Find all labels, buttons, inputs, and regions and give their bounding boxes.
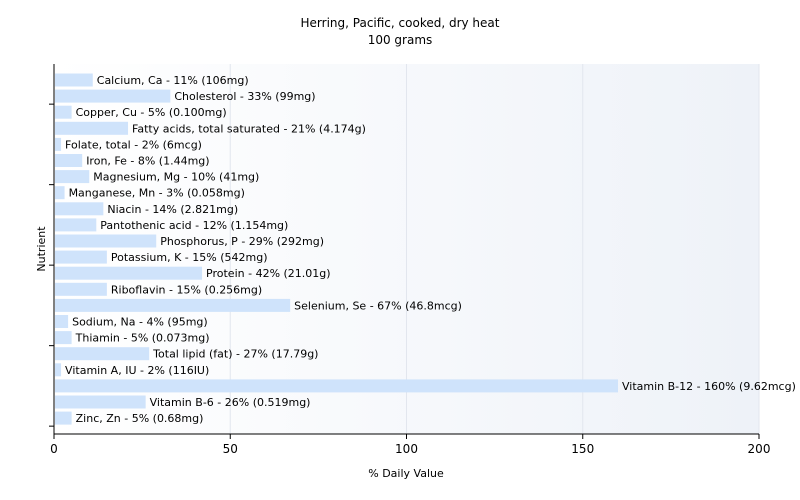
bar-label: Calcium, Ca - 11% (106mg) xyxy=(97,74,249,87)
bar-label: Vitamin A, IU - 2% (116IU) xyxy=(65,364,209,377)
bar xyxy=(55,73,93,87)
bar xyxy=(55,170,90,184)
bar xyxy=(55,89,171,103)
bar-label: Copper, Cu - 5% (0.100mg) xyxy=(76,106,227,119)
bar-label: Magnesium, Mg - 10% (41mg) xyxy=(93,171,259,184)
bar-label: Pantothenic acid - 12% (1.154mg) xyxy=(100,219,288,232)
bar xyxy=(55,137,62,151)
bar xyxy=(55,411,72,425)
bar xyxy=(55,121,129,135)
bar-label: Riboflavin - 15% (0.256mg) xyxy=(111,283,262,296)
bar-label: Niacin - 14% (2.821mg) xyxy=(107,203,238,216)
bar xyxy=(55,266,203,280)
x-axis-title: % Daily Value xyxy=(368,467,444,480)
bar xyxy=(55,315,69,328)
bar-label: Vitamin B-6 - 26% (0.519mg) xyxy=(150,396,311,409)
bar xyxy=(55,347,150,361)
bar xyxy=(55,105,72,119)
x-tick-label: 100 xyxy=(395,442,418,456)
bar-label: Thiamin - 5% (0.073mg) xyxy=(75,332,210,345)
x-tick-label: 150 xyxy=(571,442,594,456)
bar-label: Potassium, K - 15% (542mg) xyxy=(111,251,268,264)
bar-label: Folate, total - 2% (6mcg) xyxy=(65,138,202,151)
bar xyxy=(55,379,618,393)
y-axis-title: Nutrient xyxy=(35,226,48,272)
bar-label: Total lipid (fat) - 27% (17.79g) xyxy=(152,348,318,361)
bar xyxy=(55,250,107,264)
bar-label: Cholesterol - 33% (99mg) xyxy=(174,90,315,103)
grid-lines xyxy=(229,64,760,434)
chart-title: Herring, Pacific, cooked, dry heat xyxy=(300,16,500,30)
x-tick-label: 50 xyxy=(223,442,238,456)
bar xyxy=(55,218,97,232)
bar xyxy=(55,331,72,345)
bar xyxy=(55,282,107,296)
bar-label: Sodium, Na - 4% (95mg) xyxy=(72,316,208,329)
bar-label: Selenium, Se - 67% (46.8mcg) xyxy=(294,299,462,312)
bar xyxy=(55,395,146,409)
bars: Calcium, Ca - 11% (106mg) Cholesterol - 3… xyxy=(55,73,796,425)
x-tick-label: 200 xyxy=(748,442,771,456)
chart-subtitle: 100 grams xyxy=(367,33,433,47)
axes: 0 50 100 150 200 xyxy=(49,64,770,456)
bar-label: Iron, Fe - 8% (1.44mg) xyxy=(86,155,209,168)
x-tick-label: 0 xyxy=(50,442,58,456)
bar xyxy=(55,186,65,200)
bar xyxy=(55,234,157,248)
bar-label: Protein - 42% (21.01g) xyxy=(206,267,331,280)
bar xyxy=(55,363,62,377)
bar-label: Fatty acids, total saturated - 21% (4.17… xyxy=(132,122,366,135)
bar-label: Zinc, Zn - 5% (0.68mg) xyxy=(76,412,204,425)
bar-label: Vitamin B-12 - 160% (9.62mcg) xyxy=(622,380,796,393)
bar xyxy=(55,202,104,216)
bar-label: Manganese, Mn - 3% (0.058mg) xyxy=(69,187,245,200)
bar xyxy=(55,154,83,167)
bar-label: Phosphorus, P - 29% (292mg) xyxy=(160,235,324,248)
bar xyxy=(55,298,291,312)
